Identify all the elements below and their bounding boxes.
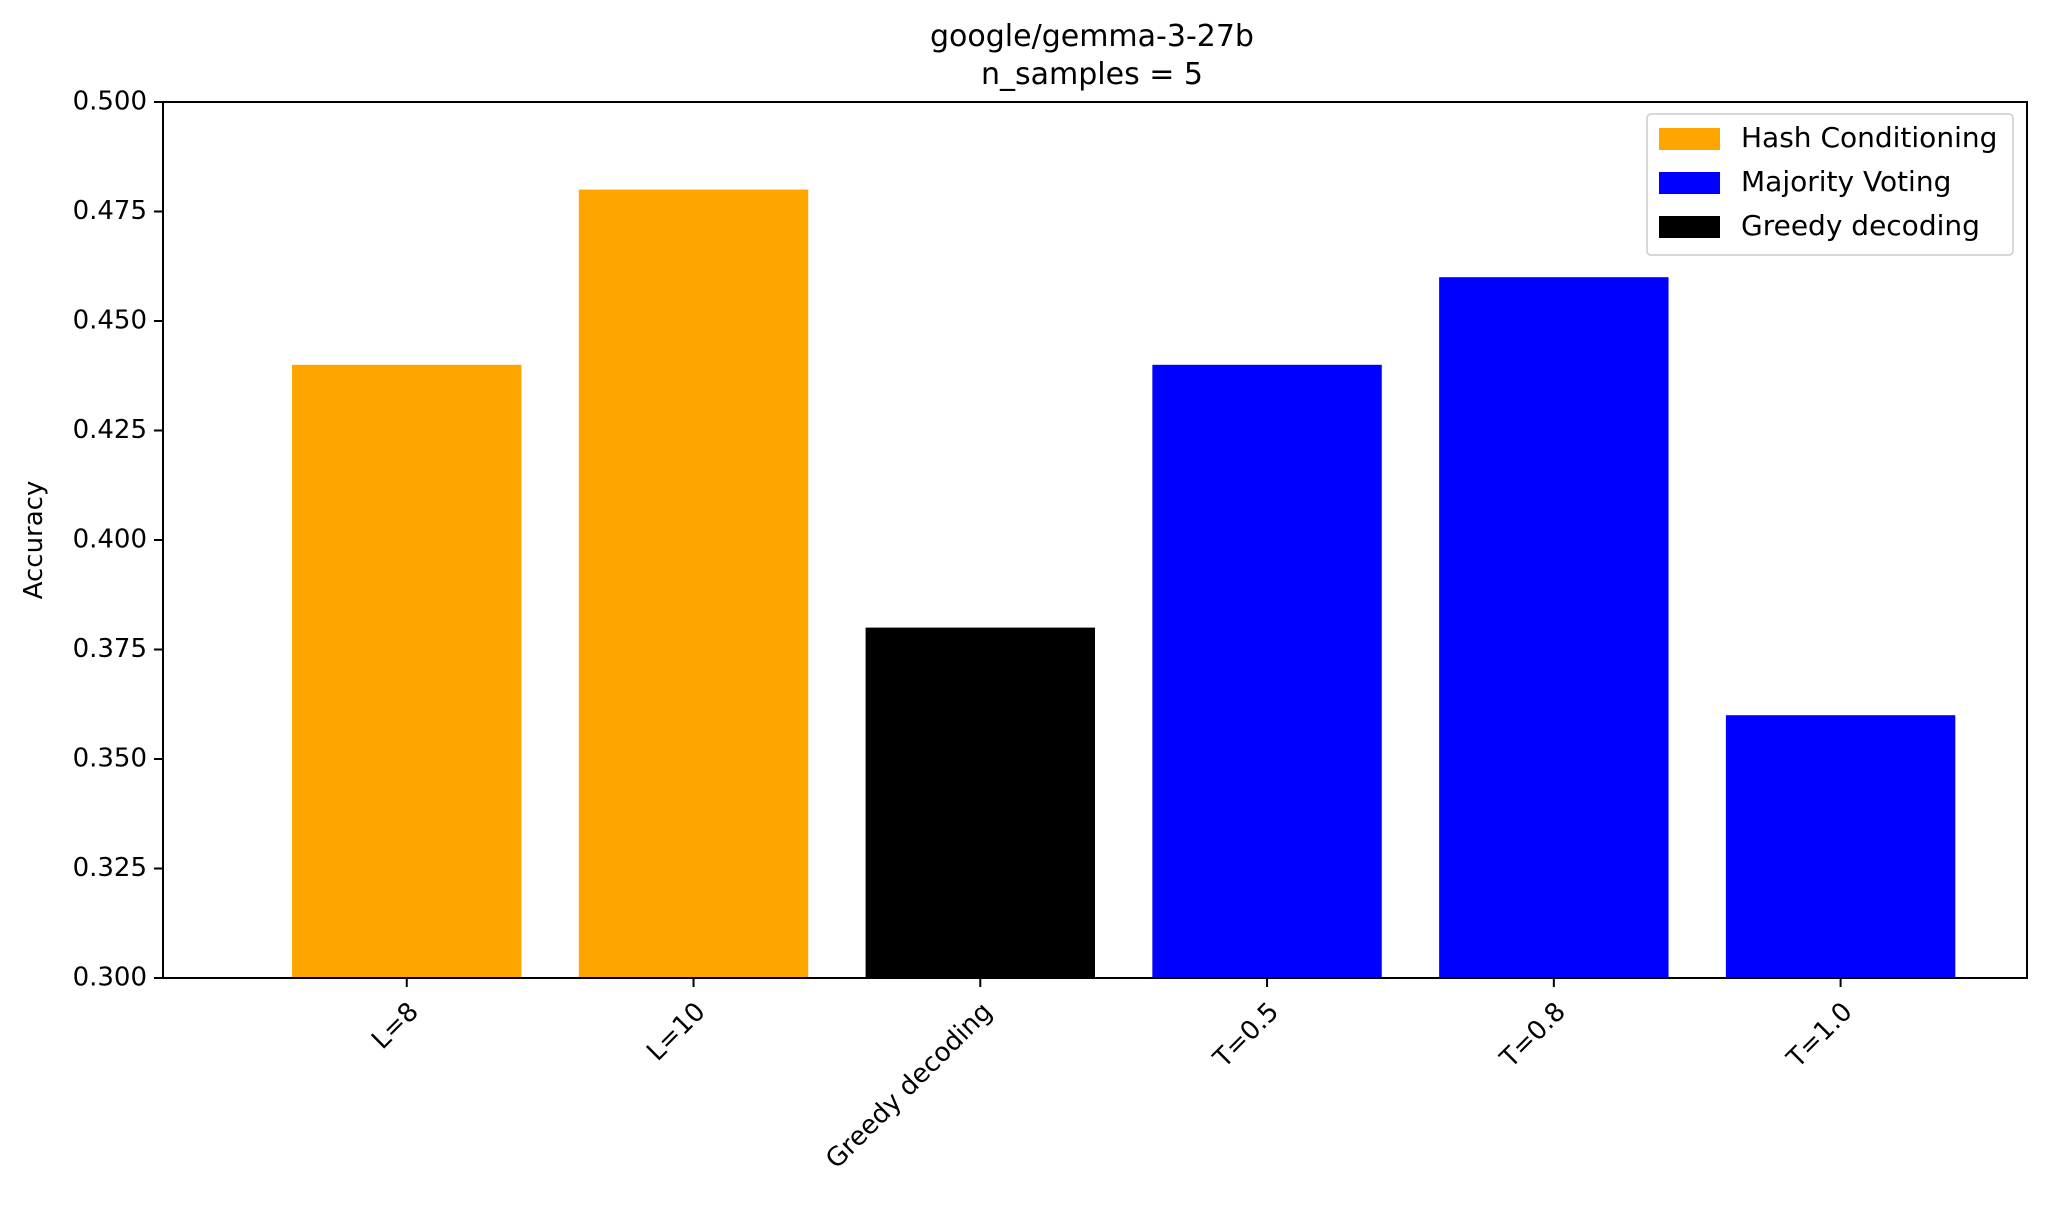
chart-subtitle: n_samples = 5 [981, 57, 1203, 92]
legend-swatch-2 [1659, 172, 1720, 194]
legend-box [1646, 113, 2014, 256]
bar-3 [865, 627, 1095, 978]
x-tick-label-5: T=0.8 [1494, 997, 1572, 1075]
y-tick-label-7: 0.450 [73, 306, 147, 336]
plot-frame [162, 101, 2028, 979]
bar-5 [1439, 277, 1669, 978]
x-tick-label-6: T=1.0 [1781, 997, 1859, 1075]
bar-6 [1725, 715, 1956, 978]
legend-swatch-1 [1659, 128, 1720, 150]
bar-2 [578, 189, 809, 979]
y-tick-label-5: 0.400 [73, 525, 147, 555]
y-axis: 0.300 0.325 0.350 0.375 0.400 0.425 0.450 0.475… [73, 87, 163, 993]
x-tick-label-1: L=8 [366, 997, 425, 1056]
y-tick-label-9: 0.500 [73, 87, 147, 117]
x-axis: L=8 L=10 Greedy decoding T=0.5 T=0.8 T=1.0 [366, 978, 1859, 1175]
legend-label-1: Hash Conditioning [1741, 121, 1997, 154]
y-tick-label-6: 0.425 [73, 415, 147, 445]
y-tick-label-8: 0.475 [73, 196, 147, 226]
legend-label-3: Greedy decoding [1741, 209, 1980, 242]
x-tick-label-4: T=0.5 [1207, 997, 1285, 1075]
x-tick-label-2: L=10 [641, 997, 711, 1067]
legend-swatch-3 [1659, 216, 1720, 238]
bar-1 [292, 364, 522, 978]
y-tick-label-4: 0.375 [73, 634, 147, 664]
bars-group [292, 189, 1956, 979]
y-axis-label: Accuracy [19, 481, 49, 600]
y-tick-label-2: 0.325 [73, 853, 147, 883]
legend: Hash Conditioning Majority Voting Greedy d… [1646, 113, 2014, 256]
y-tick-label-1: 0.300 [73, 963, 147, 993]
y-tick-label-3: 0.350 [73, 744, 147, 774]
chart-title: google/gemma-3-27b [930, 19, 1254, 54]
legend-label-2: Majority Voting [1741, 165, 1951, 198]
bar-4 [1152, 364, 1382, 978]
x-tick-label-3: Greedy decoding [820, 997, 998, 1175]
